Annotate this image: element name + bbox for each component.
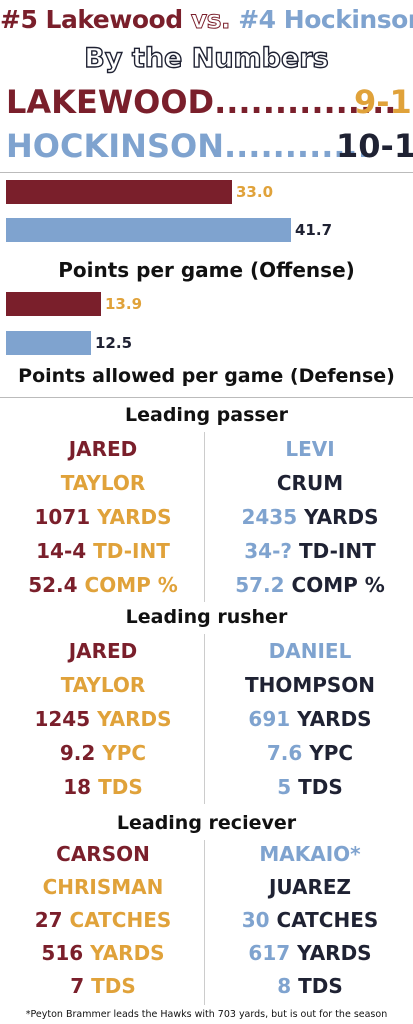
hockinson-record-row: HOCKINSON............ <box>6 126 370 166</box>
passer-right-comp: 57.2 COMP % <box>235 573 385 597</box>
lakewood-team-name: LAKEWOOD <box>6 83 215 121</box>
column-divider <box>204 840 205 1005</box>
offense-chart-title: Points per game (Offense) <box>58 258 355 282</box>
bar-hockinson <box>6 331 91 355</box>
subtitle: By the Numbers <box>84 42 330 74</box>
passer-left-comp: 52.4 COMP % <box>28 573 178 597</box>
rusher-left: JARED TAYLOR 1245 YARDS 9.2 YPC 18 TDS <box>8 634 198 804</box>
rusher-left-last: TAYLOR <box>60 673 146 697</box>
rusher-left-tds: 18 TDS <box>63 775 143 799</box>
receiver-right-tds: 8 TDS <box>277 974 343 998</box>
lakewood-record: 9-1 <box>354 83 412 121</box>
hockinson-record: 10-1 <box>336 127 413 165</box>
receiver-left-catches: 27 CATCHES <box>34 908 172 932</box>
bar-value-label: 41.7 <box>295 221 333 239</box>
bar-value-label: 33.0 <box>236 183 274 201</box>
rusher-right-tds: 5 TDS <box>277 775 343 799</box>
column-divider <box>204 432 205 602</box>
matchup-title: #5 Lakewood vs. #4 Hockinson <box>0 4 413 36</box>
receiver-right-catches: 30 CATCHES <box>241 908 379 932</box>
divider <box>0 397 413 398</box>
rusher-right-yards: 691 YARDS <box>248 707 372 731</box>
receiver-right-yards: 617 YARDS <box>248 941 372 965</box>
bar-lakewood <box>6 180 232 204</box>
receiver-left-first: CARSON <box>56 842 150 866</box>
passer-right-tdint: 34-? TD-INT <box>244 539 376 563</box>
title-vs: vs. <box>190 5 231 35</box>
receiver-left-tds: 7 TDS <box>70 974 136 998</box>
receiver-right: MAKAIO* JUAREZ 30 CATCHES 617 YARDS 8 TD… <box>215 838 405 1003</box>
rusher-right: DANIEL THOMPSON 691 YARDS 7.6 YPC 5 TDS <box>215 634 405 804</box>
hockinson-team-name: HOCKINSON <box>6 127 224 165</box>
rusher-left-first: JARED <box>68 639 138 663</box>
passer-left-first: JARED <box>68 437 138 461</box>
lakewood-record-row: LAKEWOOD............... <box>6 82 396 122</box>
bar-hockinson <box>6 218 291 242</box>
passer-right-yards: 2435 YARDS <box>241 505 379 529</box>
receiver-left: CARSON CHRISMAN 27 CATCHES 516 YARDS 7 T… <box>8 838 198 1003</box>
receiver-right-last: JUAREZ <box>268 875 352 899</box>
passer-right: LEVI CRUM 2435 YARDS 34-? TD-INT 57.2 CO… <box>215 432 405 602</box>
divider <box>0 172 413 173</box>
rusher-heading: Leading rusher <box>125 606 288 628</box>
passer-right-first: LEVI <box>285 437 335 461</box>
passer-right-last: CRUM <box>276 471 344 495</box>
passer-left-yards: 1071 YARDS <box>34 505 172 529</box>
passer-left: JARED TAYLOR 1071 YARDS 14-4 TD-INT 52.4… <box>8 432 198 602</box>
bar-value-label: 12.5 <box>95 334 133 352</box>
defense-chart-title: Points allowed per game (Defense) <box>18 365 395 387</box>
receiver-right-first: MAKAIO* <box>259 842 361 866</box>
rusher-right-first: DANIEL <box>268 639 352 663</box>
rusher-left-yards: 1245 YARDS <box>34 707 172 731</box>
lakewood-dots: ............... <box>214 83 397 121</box>
receiver-left-yards: 516 YARDS <box>41 941 165 965</box>
rusher-right-last: THOMPSON <box>244 673 376 697</box>
title-hockinson: #4 Hockinson <box>238 5 413 34</box>
rusher-right-ypc: 7.6 YPC <box>266 741 354 765</box>
rusher-left-ypc: 9.2 YPC <box>59 741 147 765</box>
hockinson-dots: ............ <box>223 127 370 165</box>
title-lakewood: #5 Lakewood <box>0 5 183 34</box>
bar-value-label: 13.9 <box>105 295 143 313</box>
passer-heading: Leading passer <box>125 404 288 426</box>
receiver-left-last: CHRISMAN <box>42 875 164 899</box>
column-divider <box>204 634 205 804</box>
passer-left-tdint: 14-4 TD-INT <box>36 539 170 563</box>
receiver-heading: Leading reciever <box>116 812 297 834</box>
passer-left-last: TAYLOR <box>60 471 146 495</box>
footnote: *Peyton Brammer leads the Hawks with 703… <box>25 1009 388 1020</box>
bar-lakewood <box>6 292 101 316</box>
